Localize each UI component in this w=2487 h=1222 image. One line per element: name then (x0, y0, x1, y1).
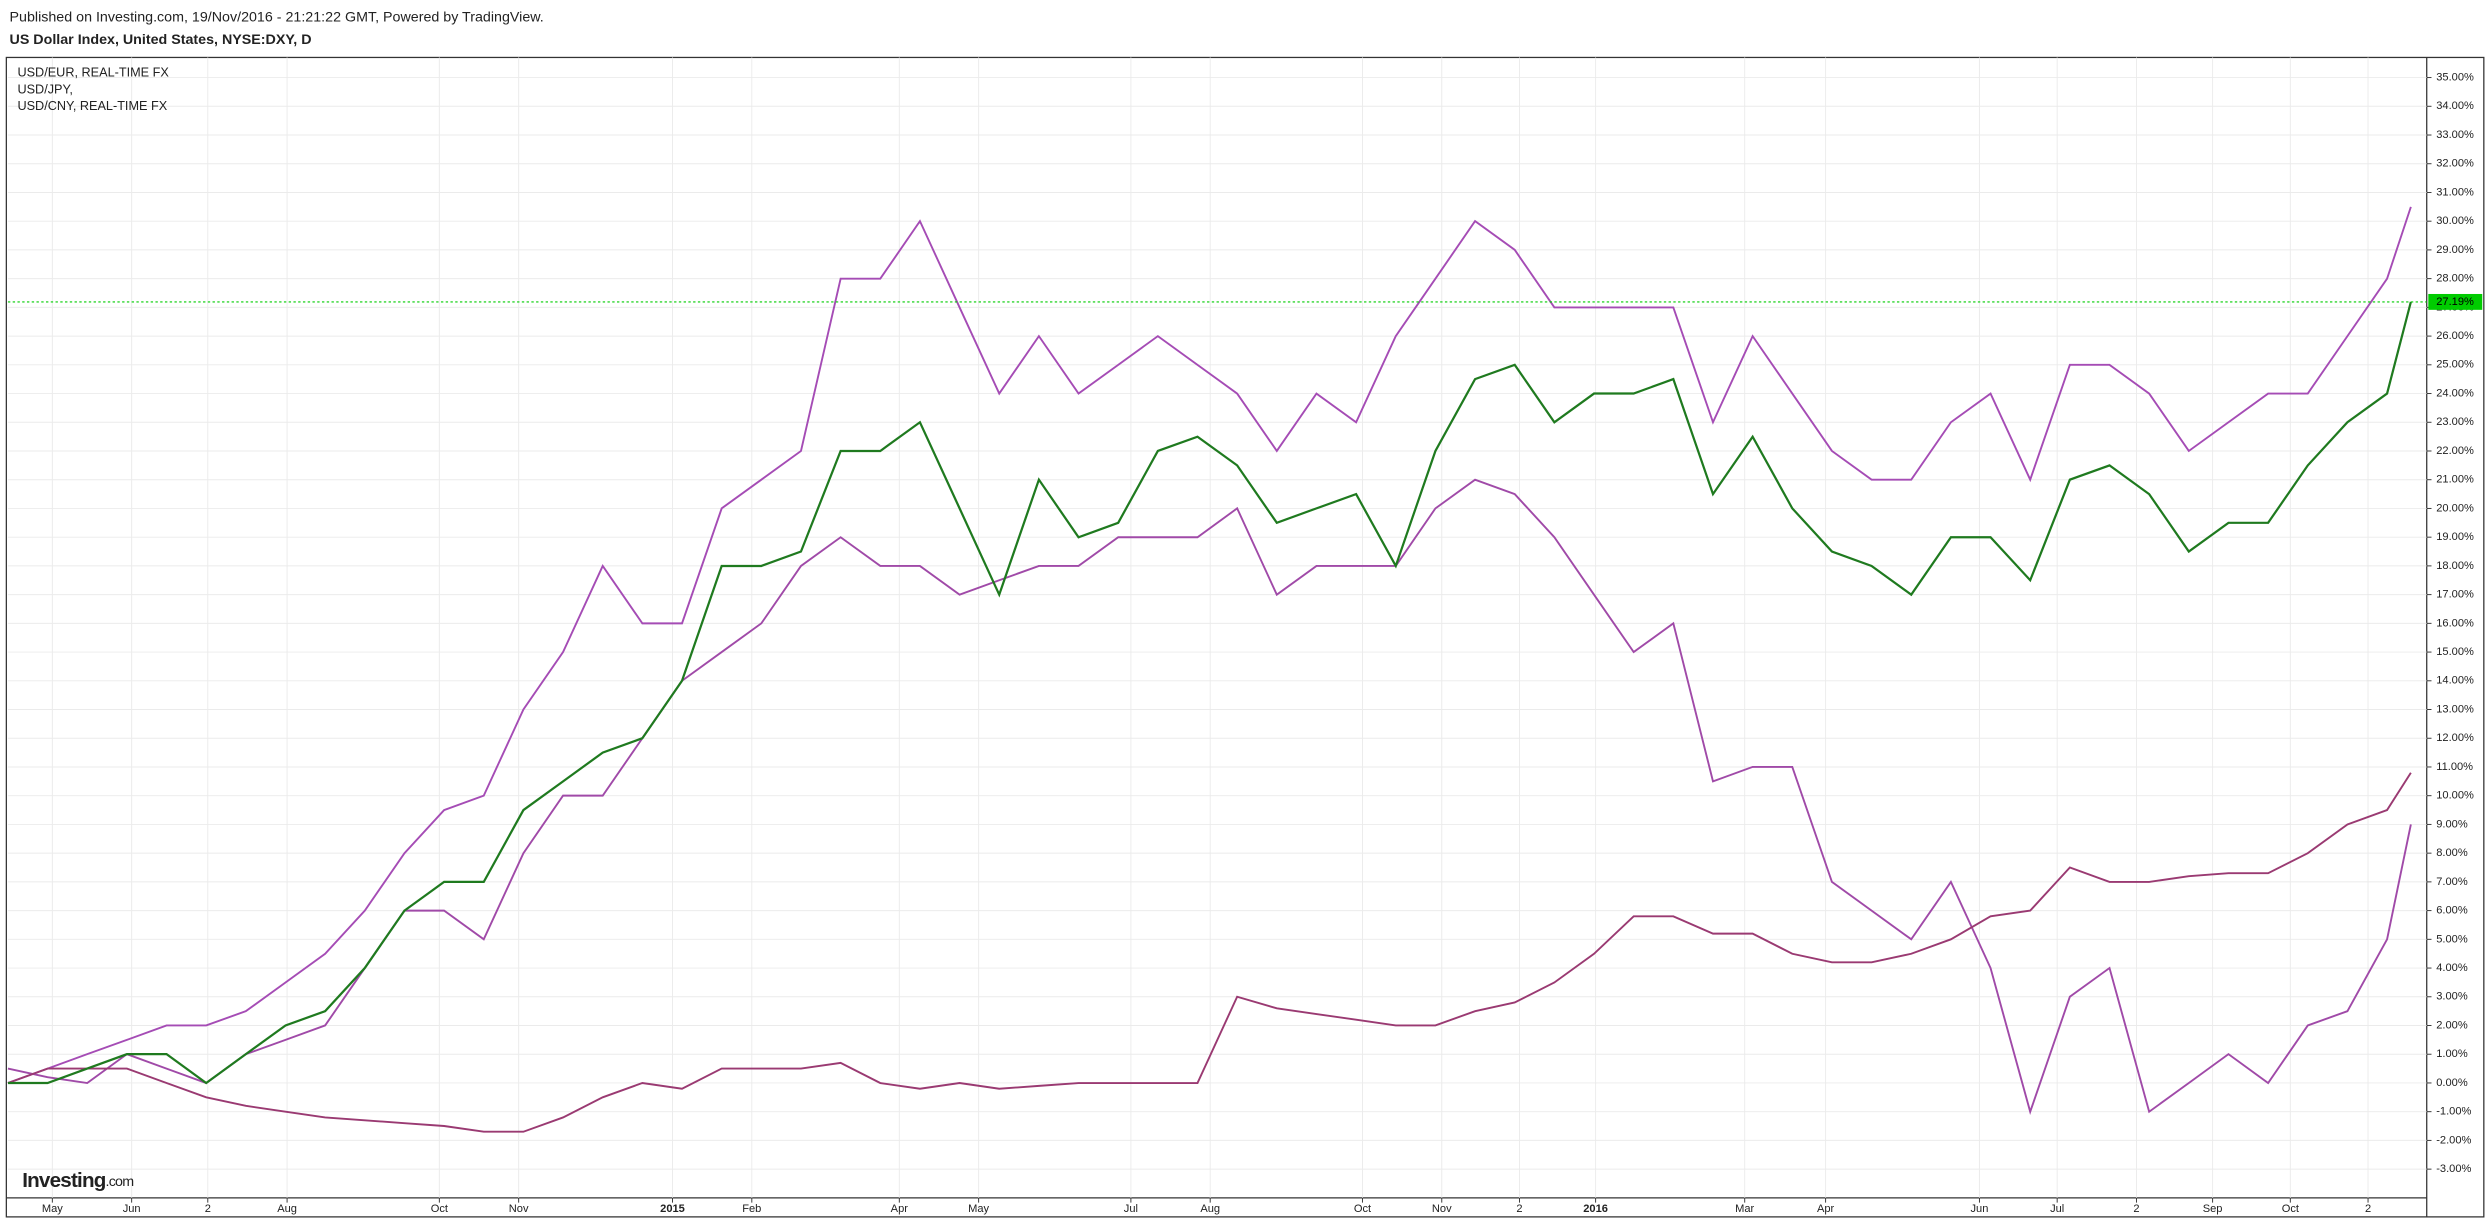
x-tick-label: Apr (891, 1203, 909, 1215)
x-tick-label: Jul (1124, 1203, 1138, 1215)
y-tick-label: 3.00% (2436, 991, 2468, 1003)
y-tick-label: 33.00% (2436, 129, 2474, 141)
y-tick-label: 14.00% (2436, 675, 2474, 687)
watermark-brand: Investing (22, 1169, 106, 1192)
y-tick-label: 1.00% (2436, 1048, 2468, 1060)
x-tick-label: Nov (509, 1203, 529, 1215)
y-tick-label: 24.00% (2436, 387, 2474, 399)
x-tick-label: 2 (2133, 1203, 2139, 1215)
y-tick-label: 34.00% (2436, 100, 2474, 112)
y-tick-label: 10.00% (2436, 790, 2474, 802)
x-tick-label: Oct (431, 1203, 448, 1215)
x-tick-label: Apr (1817, 1203, 1835, 1215)
x-tick-label: Nov (1432, 1203, 1452, 1215)
y-tick-label: 29.00% (2436, 244, 2474, 256)
x-tick-label: Jun (123, 1203, 141, 1215)
y-tick-label: 22.00% (2436, 445, 2474, 457)
x-tick-label: 2 (205, 1203, 211, 1215)
y-tick-label: 26.00% (2436, 330, 2474, 342)
last-value-label: 27.19% (2436, 296, 2474, 308)
published-note: Published on Investing.com, 19/Nov/2016 … (10, 10, 544, 26)
y-tick-label: 28.00% (2436, 273, 2474, 285)
series-line (7, 206, 2412, 1084)
y-tick-label: 8.00% (2436, 847, 2468, 859)
series-line (7, 478, 2412, 1115)
y-tick-label: 6.00% (2436, 905, 2468, 917)
y-tick-label: 15.00% (2436, 646, 2474, 658)
y-tick-label: 30.00% (2436, 215, 2474, 227)
x-tick-label: Mar (1735, 1203, 1754, 1215)
x-tick-label: Oct (2282, 1203, 2299, 1215)
series-line (7, 772, 2412, 1133)
x-tick-label: 2015 (660, 1203, 685, 1215)
chart-title: US Dollar Index, United States, NYSE:DXY… (10, 32, 312, 48)
watermark: Investing.com (22, 1169, 133, 1192)
y-tick-label: 31.00% (2436, 186, 2474, 198)
watermark-suffix: .com (106, 1174, 134, 1190)
y-tick-label: 13.00% (2436, 703, 2474, 715)
x-tick-label: Sep (2203, 1203, 2223, 1215)
y-tick-label: 23.00% (2436, 416, 2474, 428)
legend-entry: USD/JPY, (17, 82, 72, 96)
x-tick-label: Jul (2050, 1203, 2064, 1215)
x-tick-label: 2016 (1583, 1203, 1608, 1215)
y-tick-label: 32.00% (2436, 158, 2474, 170)
series-lines (7, 206, 2412, 1133)
y-tick-label: 5.00% (2436, 933, 2468, 945)
legend-entry: USD/EUR, REAL-TIME FX (17, 66, 169, 80)
y-tick-label: 12.00% (2436, 732, 2474, 744)
y-tick-label: 21.00% (2436, 474, 2474, 486)
y-tick-label: 9.00% (2436, 818, 2468, 830)
y-tick-label: 2.00% (2436, 1019, 2468, 1031)
series-line (7, 301, 2412, 1085)
x-tick-label: Feb (742, 1203, 761, 1215)
y-tick-label: 20.00% (2436, 502, 2474, 514)
x-tick-label: Aug (277, 1203, 297, 1215)
y-tick-label: -1.00% (2436, 1106, 2471, 1118)
y-tick-label: 18.00% (2436, 560, 2474, 572)
y-tick-label: 17.00% (2436, 589, 2474, 601)
x-tick-label: Aug (1200, 1203, 1220, 1215)
y-tick-label: -3.00% (2436, 1163, 2471, 1175)
legend-entry: USD/CNY, REAL-TIME FX (17, 99, 167, 113)
x-tick-label: Oct (1354, 1203, 1371, 1215)
y-tick-label: 11.00% (2436, 761, 2473, 773)
chart-frame (5, 56, 2485, 1218)
y-tick-label: 16.00% (2436, 617, 2474, 629)
x-tick-label: May (968, 1203, 989, 1215)
x-tick-label: 2 (2365, 1203, 2371, 1215)
y-tick-label: 19.00% (2436, 531, 2474, 543)
x-tick-label: 2 (1516, 1203, 1522, 1215)
y-tick-label: 25.00% (2436, 359, 2474, 371)
y-tick-label: 0.00% (2436, 1077, 2468, 1089)
last-value-box (2428, 293, 2483, 310)
x-tick-label: Jun (1971, 1203, 1989, 1215)
y-tick-label: 7.00% (2436, 876, 2468, 888)
y-tick-label: 35.00% (2436, 71, 2474, 83)
y-tick-label: 4.00% (2436, 962, 2468, 974)
x-tick-label: May (42, 1203, 63, 1215)
y-tick-label: -2.00% (2436, 1134, 2471, 1146)
